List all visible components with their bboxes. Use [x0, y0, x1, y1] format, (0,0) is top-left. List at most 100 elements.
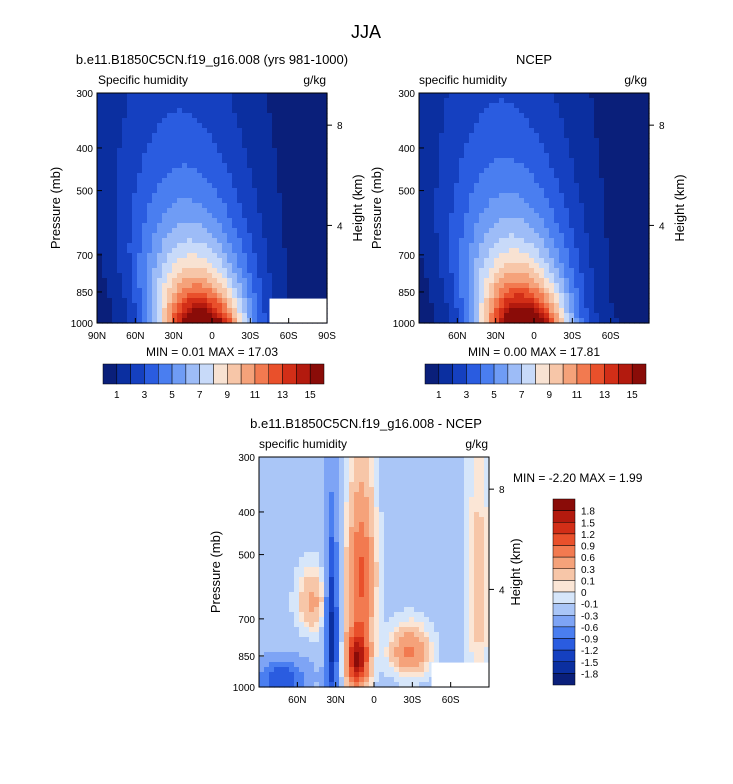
field-cell — [267, 248, 273, 254]
field-cell — [454, 283, 460, 289]
field-cell — [639, 253, 645, 259]
field-cell — [97, 158, 103, 164]
field-cell — [554, 218, 560, 224]
field-cell — [624, 293, 630, 299]
field-cell — [232, 223, 238, 229]
field-cell — [569, 163, 575, 169]
field-cell — [102, 153, 108, 159]
field-cell — [429, 143, 435, 149]
field-cell — [644, 93, 650, 99]
field-cell — [419, 243, 425, 249]
field-cell — [172, 278, 178, 284]
colorbar-swatch — [618, 363, 633, 385]
field-cell — [559, 223, 565, 229]
field-cell — [489, 273, 495, 279]
field-cell — [217, 183, 223, 189]
field-cell — [459, 517, 465, 523]
field-cell — [449, 183, 455, 189]
field-cell — [237, 118, 243, 124]
field-cell — [514, 278, 520, 284]
field-cell — [137, 273, 143, 279]
field-cell — [469, 213, 475, 219]
field-cell — [569, 178, 575, 184]
field-cell — [252, 268, 258, 274]
field-cell — [324, 457, 330, 463]
field-cell — [297, 173, 303, 179]
field-cell — [137, 168, 143, 174]
field-cell — [222, 233, 228, 239]
field-cell — [484, 497, 490, 503]
field-cell — [232, 303, 238, 309]
field-cell — [419, 178, 425, 184]
field-cell — [504, 263, 510, 269]
field-cell — [494, 198, 500, 204]
field-cell — [644, 263, 650, 269]
field-cell — [549, 148, 555, 154]
field-cell — [349, 467, 355, 473]
field-cell — [242, 108, 248, 114]
field-cell — [132, 303, 138, 309]
field-cell — [247, 113, 253, 119]
field-cell — [634, 278, 640, 284]
field-cell — [192, 158, 198, 164]
field-cell — [307, 183, 313, 189]
field-cell — [312, 113, 318, 119]
field-cell — [634, 303, 640, 309]
field-cell — [624, 183, 630, 189]
field-cell — [172, 303, 178, 309]
field-cell — [302, 263, 308, 269]
field-cell — [514, 268, 520, 274]
field-cell — [217, 108, 223, 114]
field-cell — [479, 113, 485, 119]
field-cell — [297, 193, 303, 199]
field-cell — [499, 248, 505, 254]
field-cell — [157, 228, 163, 234]
field-cell — [187, 188, 193, 194]
colorbar-swatch — [102, 363, 118, 385]
field-cell — [177, 163, 183, 169]
field-cell — [519, 143, 525, 149]
field-cell — [539, 223, 545, 229]
field-cell — [494, 318, 500, 324]
field-cell — [419, 318, 425, 324]
field-cell — [559, 168, 565, 174]
field-cell — [589, 243, 595, 249]
field-cell — [574, 218, 580, 224]
field-cell — [479, 108, 485, 114]
field-cell — [464, 188, 470, 194]
field-cell — [257, 198, 263, 204]
field-cell — [644, 278, 650, 284]
field-cell — [614, 188, 620, 194]
field-cell — [177, 293, 183, 299]
field-cell — [444, 497, 450, 503]
field-cell — [267, 218, 273, 224]
field-cell — [499, 278, 505, 284]
field-cell — [227, 188, 233, 194]
field-cell — [187, 218, 193, 224]
field-cell — [187, 158, 193, 164]
field-cell — [287, 218, 293, 224]
field-cell — [97, 298, 103, 304]
field-cell — [499, 138, 505, 144]
field-cell — [289, 467, 295, 473]
field-cell — [469, 507, 475, 513]
field-cell — [232, 98, 238, 104]
field-cell — [227, 198, 233, 204]
field-cell — [464, 93, 470, 99]
field-cell — [589, 258, 595, 264]
field-cell — [539, 258, 545, 264]
field-cell — [287, 288, 293, 294]
field-cell — [464, 457, 470, 463]
field-cell — [279, 487, 285, 493]
field-cell — [559, 298, 565, 304]
field-cell — [182, 163, 188, 169]
field-cell — [619, 153, 625, 159]
field-cell — [609, 108, 615, 114]
field-cell — [404, 487, 410, 493]
field-cell — [142, 148, 148, 154]
field-cell — [644, 103, 650, 109]
field-cell — [469, 248, 475, 254]
field-cell — [334, 512, 340, 518]
field-cell — [629, 263, 635, 269]
field-cell — [604, 318, 610, 324]
